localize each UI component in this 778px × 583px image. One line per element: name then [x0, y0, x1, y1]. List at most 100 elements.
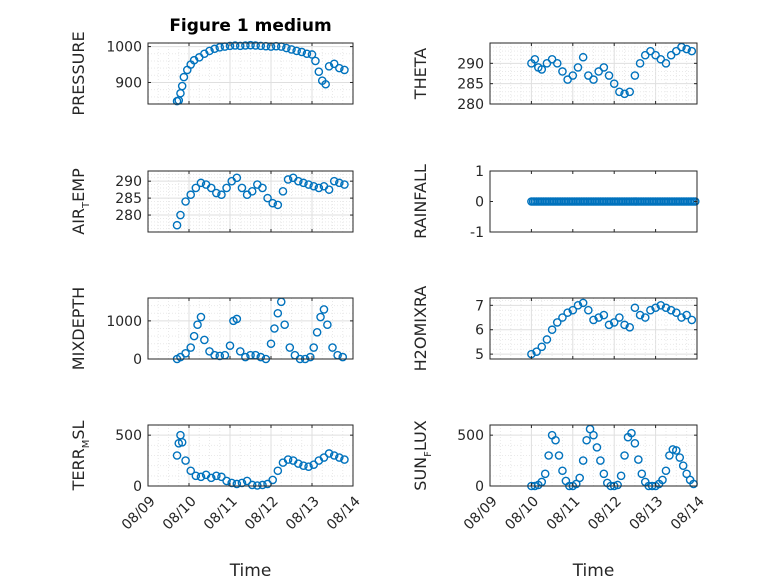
data-point — [193, 320, 202, 329]
data-point — [682, 44, 691, 54]
data-point — [682, 310, 691, 320]
data-point — [206, 183, 216, 193]
data-point — [687, 46, 697, 56]
data-point — [640, 50, 650, 60]
subplot-5: 0 1000 MIXDEPTH — [69, 287, 354, 370]
data-point — [558, 466, 567, 476]
data-point — [627, 428, 636, 438]
data-point — [186, 190, 196, 200]
data-point — [544, 451, 553, 460]
data-point — [232, 173, 242, 183]
data-point — [542, 59, 552, 68]
data-point — [191, 471, 201, 481]
data-point — [589, 315, 598, 325]
data-point — [658, 475, 667, 485]
data-point — [589, 75, 598, 84]
data-point — [253, 481, 262, 490]
data-point — [329, 451, 339, 460]
data-point — [212, 471, 221, 481]
data-point — [551, 435, 560, 445]
data-point — [304, 180, 313, 189]
series-markers — [172, 173, 349, 230]
data-point — [573, 63, 583, 72]
data-point — [225, 341, 235, 350]
data-point — [620, 451, 629, 460]
data-point — [321, 79, 330, 89]
data-point — [206, 473, 216, 483]
data-point — [307, 50, 317, 59]
x-axis-label: Time — [229, 561, 272, 581]
data-point — [672, 308, 681, 317]
axes-box — [489, 424, 698, 487]
data-point — [552, 318, 562, 327]
y-axis-label: H2OMIXRA — [411, 286, 430, 372]
data-point — [302, 49, 312, 59]
data-point — [241, 41, 250, 50]
y-tick-label: 1000 — [106, 314, 142, 330]
data-point — [280, 320, 289, 329]
data-point — [578, 52, 588, 62]
data-point — [547, 325, 557, 335]
data-point — [177, 437, 187, 447]
subplot-4: -1 0 1 RAINFALL — [411, 164, 700, 241]
data-point — [625, 87, 635, 97]
data-point — [582, 435, 591, 445]
y-tick-label: 1000 — [106, 40, 142, 56]
data-point — [247, 187, 257, 196]
data-point — [584, 71, 593, 80]
data-point — [640, 313, 650, 322]
series-markers — [527, 42, 697, 99]
data-point — [616, 471, 626, 481]
data-point — [558, 313, 567, 322]
data-point — [324, 62, 334, 71]
data-point — [340, 65, 349, 75]
y-tick-label: 1 — [475, 164, 484, 180]
data-point — [319, 305, 329, 314]
data-point — [241, 352, 250, 362]
grid — [147, 297, 354, 360]
data-point — [335, 178, 344, 188]
data-point — [537, 65, 547, 74]
data-point — [554, 451, 564, 460]
data-point — [609, 318, 619, 327]
data-point — [340, 455, 349, 464]
data-point — [329, 59, 339, 69]
data-point — [656, 54, 666, 64]
data-point — [578, 456, 588, 465]
data-point — [181, 348, 190, 358]
data-point — [217, 190, 226, 200]
y-tick-label: 7 — [475, 298, 484, 314]
data-point — [319, 453, 329, 462]
y-axis-label: SUNFLUX — [411, 420, 434, 490]
data-point — [200, 335, 209, 345]
subplot-6: 5 6 7 H2OMIXRA — [411, 286, 698, 372]
data-point — [537, 342, 547, 352]
data-point — [294, 176, 303, 186]
data-point — [675, 453, 685, 462]
data-point — [558, 67, 567, 76]
data-point — [314, 183, 324, 193]
data-point — [596, 456, 605, 465]
data-point — [661, 59, 671, 68]
data-point — [599, 310, 609, 320]
data-point — [634, 455, 643, 464]
data-point — [278, 187, 288, 196]
data-point — [266, 339, 276, 349]
data-point — [225, 41, 235, 51]
data-point — [235, 41, 245, 51]
data-point — [186, 466, 196, 476]
data-point — [316, 312, 325, 322]
data-point — [222, 476, 231, 486]
y-tick-label: 290 — [115, 174, 142, 190]
data-point — [172, 220, 182, 230]
data-point — [270, 324, 279, 333]
x-tick-label: 08/09 — [461, 493, 501, 533]
data-point — [323, 320, 332, 329]
data-point — [273, 308, 283, 318]
y-tick-label: 285 — [457, 77, 484, 93]
y-tick-label: 5 — [475, 347, 484, 363]
data-point — [687, 315, 697, 325]
x-tick-label: 08/11 — [201, 493, 241, 533]
data-point — [635, 59, 645, 68]
data-point — [592, 443, 602, 452]
